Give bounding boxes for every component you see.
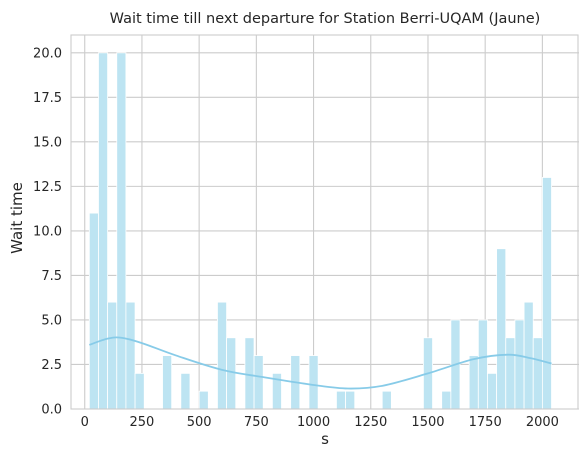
- y-tick-label: 15.0: [33, 135, 62, 150]
- histogram-bar: [199, 391, 208, 409]
- y-tick-label: 10.0: [33, 224, 62, 239]
- histogram-bar: [382, 391, 391, 409]
- x-tick-label: 1750: [469, 415, 502, 430]
- x-axis-label: s: [321, 430, 329, 448]
- y-tick-label: 0.0: [41, 403, 62, 418]
- histogram-bar: [254, 356, 263, 409]
- y-tick-label: 17.5: [33, 91, 62, 106]
- x-tick-label: 1000: [297, 415, 330, 430]
- histogram-bar: [533, 338, 542, 409]
- histogram-bar: [98, 53, 107, 409]
- histogram-bar: [506, 338, 515, 409]
- histogram-bar: [245, 338, 254, 409]
- histogram-bar: [181, 373, 190, 409]
- histogram-bar: [497, 249, 506, 409]
- histogram-bar: [126, 302, 135, 409]
- histogram-bar: [346, 391, 355, 409]
- histogram-bar: [217, 302, 226, 409]
- y-tick-label: 2.5: [41, 358, 62, 373]
- histogram-bar: [442, 391, 451, 409]
- y-tick-label: 7.5: [41, 269, 62, 284]
- histogram-bar: [309, 356, 318, 409]
- histogram-bar: [108, 302, 117, 409]
- x-tick-label: 1500: [411, 415, 444, 430]
- x-tick-label: 2000: [526, 415, 559, 430]
- chart-title: Wait time till next departure for Statio…: [110, 11, 541, 27]
- histogram-bar: [487, 373, 496, 409]
- histogram-bar: [542, 177, 551, 409]
- x-tick-label: 0: [81, 415, 89, 430]
- x-tick-label: 500: [187, 415, 212, 430]
- histogram-bar: [515, 320, 524, 409]
- y-tick-label: 12.5: [33, 180, 62, 195]
- histogram-bar: [117, 53, 126, 409]
- histogram-bar: [478, 320, 487, 409]
- histogram-bar: [336, 391, 345, 409]
- x-tick-label: 250: [130, 415, 155, 430]
- histogram-bar: [469, 356, 478, 409]
- histogram-bar: [163, 356, 172, 409]
- y-axis-label: Wait time: [8, 182, 26, 254]
- x-tick-label: 1250: [354, 415, 387, 430]
- y-tick-labels: 0.0 2.5 5.0 7.5 10.0 12.5 15.0 17.5 20.0: [33, 46, 62, 417]
- y-tick-label: 20.0: [33, 46, 62, 61]
- histogram-bar: [227, 338, 236, 409]
- histogram-bar: [524, 302, 533, 409]
- histogram-bar: [135, 373, 144, 409]
- histogram-bar: [89, 213, 98, 409]
- x-tick-label: 750: [244, 415, 269, 430]
- x-tick-labels: 0 250 500 750 1000 1250 1500 1750 2000: [81, 415, 559, 430]
- y-tick-label: 5.0: [41, 313, 62, 328]
